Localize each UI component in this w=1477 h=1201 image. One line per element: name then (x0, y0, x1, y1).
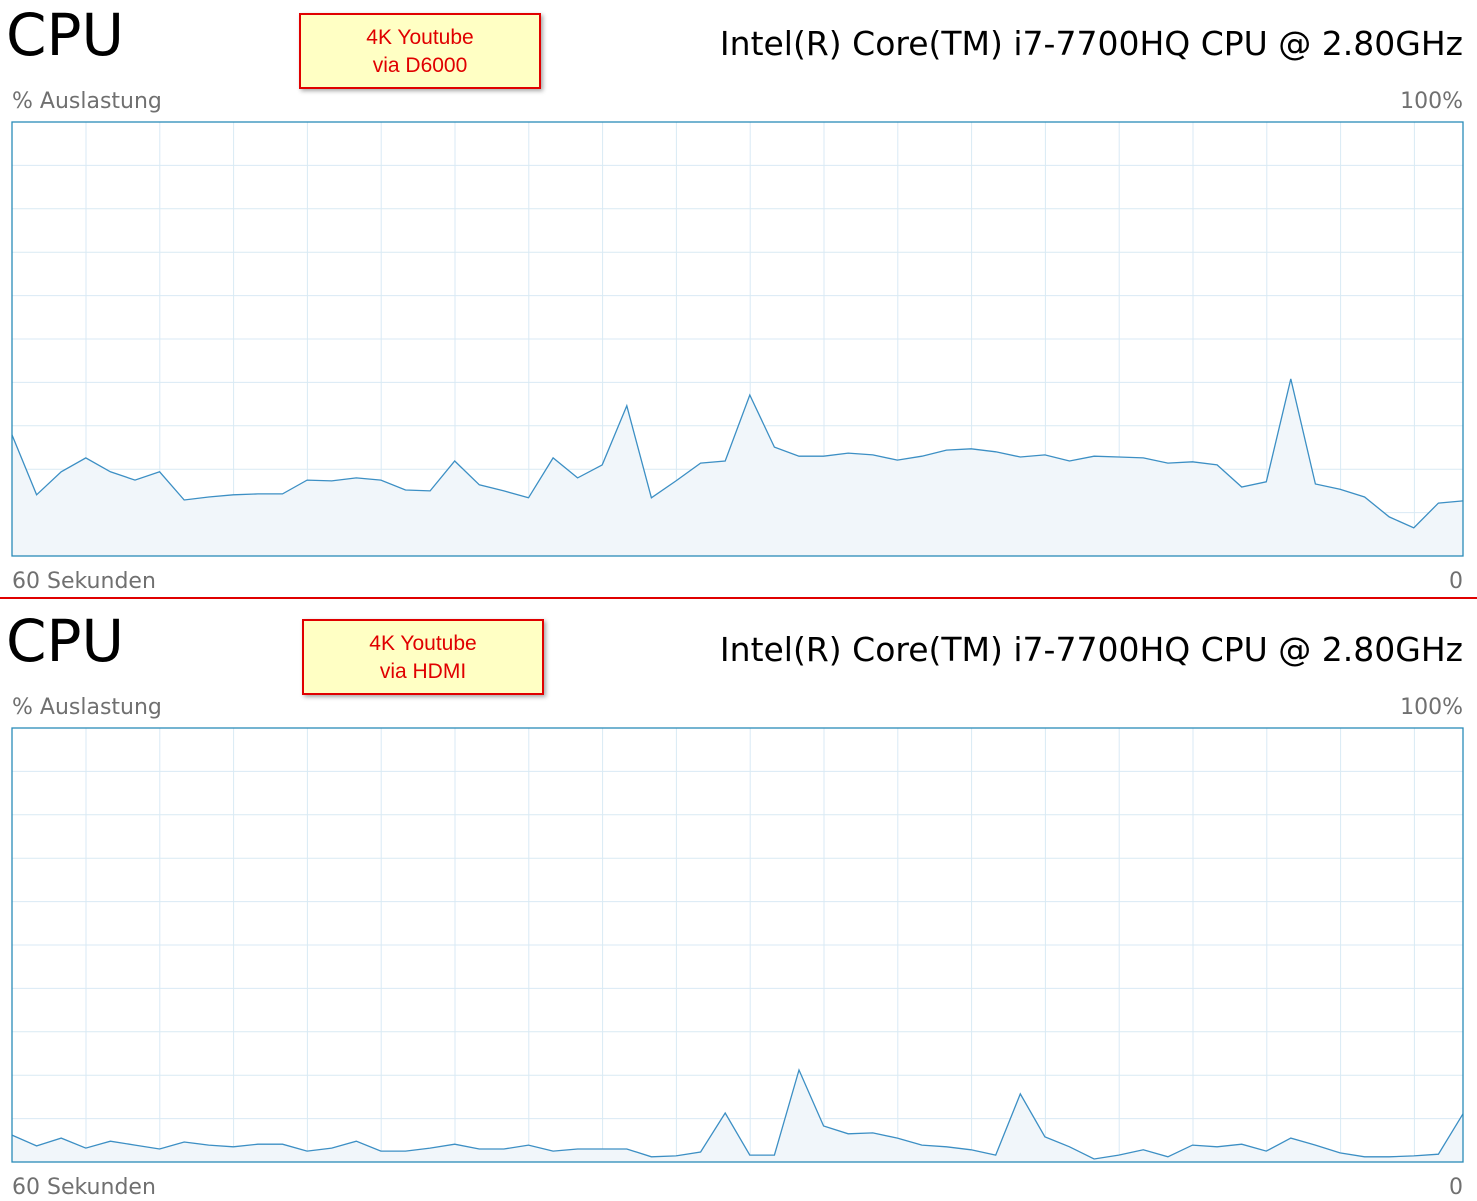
x-axis-start: 60 Sekunden (12, 1175, 156, 1200)
processor-name: Intel(R) Core(TM) i7-7700HQ CPU @ 2.80GH… (720, 630, 1463, 669)
area-fill (12, 1070, 1463, 1162)
cpu-line (11, 1068, 1464, 1160)
cpu-panel: CPU Intel(R) Core(TM) i7-7700HQ CPU @ 2.8… (6, 607, 1464, 1200)
processor-name: Intel(R) Core(TM) i7-7700HQ CPU @ 2.80GH… (720, 24, 1463, 63)
cpu-line (11, 378, 1464, 529)
plot-border (11, 121, 1464, 557)
area-fill (12, 378, 1463, 556)
x-axis-end: 0 (1449, 569, 1463, 594)
y-tick-label: 100% (1400, 89, 1463, 114)
annotation-text: 4K Youtube (369, 632, 476, 655)
x-axis-end: 0 (1449, 1175, 1463, 1200)
x-axis-start: 60 Sekunden (12, 569, 156, 594)
annotation-box (299, 13, 541, 89)
annotation-text: 4K Youtube (366, 26, 473, 49)
y-tick-label: 100% (1400, 695, 1463, 720)
y-axis-label: % Auslastung (12, 89, 162, 114)
y-axis-label: % Auslastung (12, 695, 162, 720)
plot-border (11, 727, 1464, 1163)
panel-title: CPU (6, 1, 124, 69)
annotation-text: via HDMI (380, 660, 466, 683)
panel-title: CPU (6, 607, 124, 675)
annotation-box (302, 619, 544, 695)
cpu-panel: CPU Intel(R) Core(TM) i7-7700HQ CPU @ 2.8… (6, 1, 1464, 594)
annotation-text: via D6000 (373, 54, 468, 77)
